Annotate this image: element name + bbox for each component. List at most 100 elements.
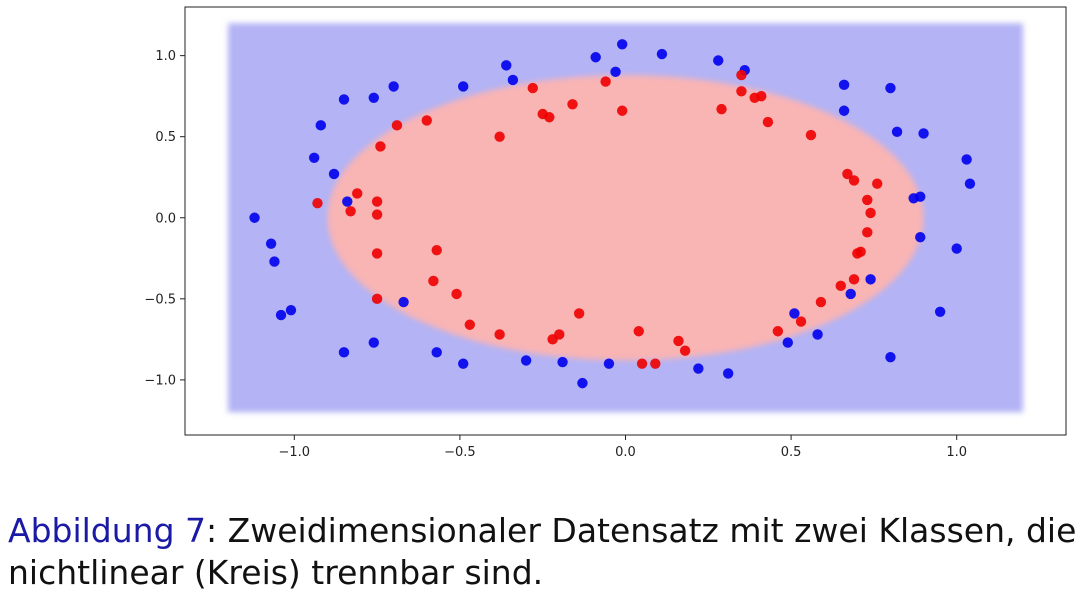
data-point: [338, 347, 350, 358]
data-point: [428, 275, 439, 287]
data-point: [603, 358, 615, 369]
data-point: [756, 90, 767, 102]
data-point: [872, 178, 883, 189]
data-point: [782, 337, 793, 348]
data-point: [431, 347, 442, 358]
data-point: [693, 363, 704, 374]
data-point: [368, 92, 379, 103]
data-point: [722, 368, 734, 379]
data-point: [371, 209, 383, 220]
data-point: [371, 196, 383, 207]
data-point: [573, 308, 585, 319]
data-point: [636, 358, 648, 369]
data-point: [633, 326, 644, 337]
data-point: [842, 168, 853, 180]
data-point: [577, 377, 588, 389]
data-point: [616, 105, 628, 116]
data-point: [458, 81, 469, 92]
data-point: [673, 335, 684, 347]
data-point: [964, 178, 976, 189]
x-tick-label: −0.5: [444, 445, 476, 460]
data-point: [494, 131, 505, 142]
decision-boundary-figure: −1.0 −0.5 0.0 0.5 1.0 −1.0 −0.5 0.0 0.5 1.0: [144, 6, 1067, 460]
data-point: [285, 304, 297, 316]
x-tick-label: 0.0: [615, 445, 636, 460]
data-point: [845, 288, 856, 300]
data-point: [590, 52, 601, 63]
data-point: [713, 55, 724, 66]
data-point: [494, 329, 505, 340]
data-point: [838, 79, 850, 91]
data-point: [265, 238, 277, 249]
data-point: [616, 39, 628, 50]
data-point: [388, 81, 399, 92]
data-point: [650, 358, 661, 369]
data-point: [865, 207, 876, 219]
data-point: [600, 76, 611, 87]
data-point: [862, 194, 873, 206]
data-point: [308, 152, 320, 163]
caption-separator: :: [206, 511, 228, 550]
data-point: [716, 103, 727, 115]
y-tick-label: −1.0: [144, 373, 176, 388]
data-point: [567, 99, 578, 110]
data-point: [328, 168, 340, 180]
data-point: [855, 246, 866, 258]
y-tick-label: −0.5: [144, 292, 176, 307]
figure-caption: Abbildung 7: Zweidimensionaler Datensatz…: [8, 510, 1078, 594]
data-point: [891, 126, 903, 138]
data-point: [391, 120, 403, 131]
data-point: [527, 82, 538, 94]
data-point: [451, 288, 462, 300]
data-point: [458, 358, 469, 369]
data-point: [352, 188, 363, 199]
data-point: [312, 197, 323, 209]
data-point: [464, 319, 476, 330]
y-tick-label: 1.0: [155, 49, 176, 64]
data-point: [915, 191, 926, 202]
data-point: [557, 356, 568, 368]
data-point: [342, 196, 353, 207]
caption-figure-label: Abbildung 7: [8, 511, 207, 550]
data-point: [544, 112, 555, 123]
caption-text: Zweidimensionaler Datensatz mit zwei Kla…: [8, 511, 1077, 592]
data-point: [838, 105, 850, 116]
data-point: [885, 82, 896, 94]
data-point: [848, 175, 860, 186]
data-point: [848, 274, 860, 285]
x-tick-label: 1.0: [946, 445, 967, 460]
data-point: [507, 74, 519, 86]
data-point: [249, 212, 260, 223]
class-region-inner: [327, 75, 924, 361]
data-point: [679, 345, 691, 356]
data-point: [736, 69, 747, 81]
data-point: [862, 227, 873, 238]
x-tick-label: −1.0: [279, 445, 311, 460]
data-point: [421, 115, 432, 126]
data-point: [835, 280, 846, 292]
data-point: [772, 326, 784, 337]
data-point: [805, 129, 817, 141]
data-point: [865, 274, 876, 285]
data-point: [762, 116, 774, 128]
data-point: [431, 244, 442, 256]
data-point: [656, 48, 668, 60]
data-point: [961, 154, 972, 165]
data-point: [368, 337, 379, 348]
data-point: [789, 308, 800, 319]
y-tick-label: 0.0: [155, 211, 176, 226]
data-point: [375, 141, 386, 152]
data-point: [398, 296, 409, 308]
data-point: [338, 94, 350, 105]
data-point: [275, 309, 287, 321]
data-point: [269, 256, 280, 267]
data-point: [915, 232, 926, 243]
series-0: [249, 39, 976, 389]
data-point: [934, 306, 946, 317]
data-point: [795, 316, 807, 327]
data-point: [315, 120, 326, 131]
series-1: [312, 69, 883, 369]
data-point: [371, 293, 383, 305]
data-point: [371, 248, 383, 259]
data-point: [520, 355, 532, 366]
